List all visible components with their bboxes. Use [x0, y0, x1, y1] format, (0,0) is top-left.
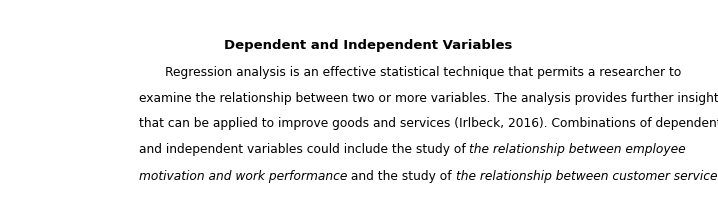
Text: that can be applied to improve goods and services (Irlbeck, 2016). Combinations : that can be applied to improve goods and…: [139, 117, 718, 130]
Text: and independent variables could include the study of: and independent variables could include …: [139, 143, 470, 156]
Text: motivation and work performance: motivation and work performance: [139, 170, 347, 183]
Text: examine the relationship between two or more variables. The analysis provides fu: examine the relationship between two or …: [139, 92, 718, 105]
Text: the relationship between employee: the relationship between employee: [470, 143, 686, 156]
Text: Regression analysis is an effective statistical technique that permits a researc: Regression analysis is an effective stat…: [165, 66, 681, 79]
Text: the relationship between customer service: the relationship between customer servic…: [456, 170, 717, 183]
Text: and the study of: and the study of: [347, 170, 456, 183]
Text: Dependent and Independent Variables: Dependent and Independent Variables: [224, 39, 512, 52]
